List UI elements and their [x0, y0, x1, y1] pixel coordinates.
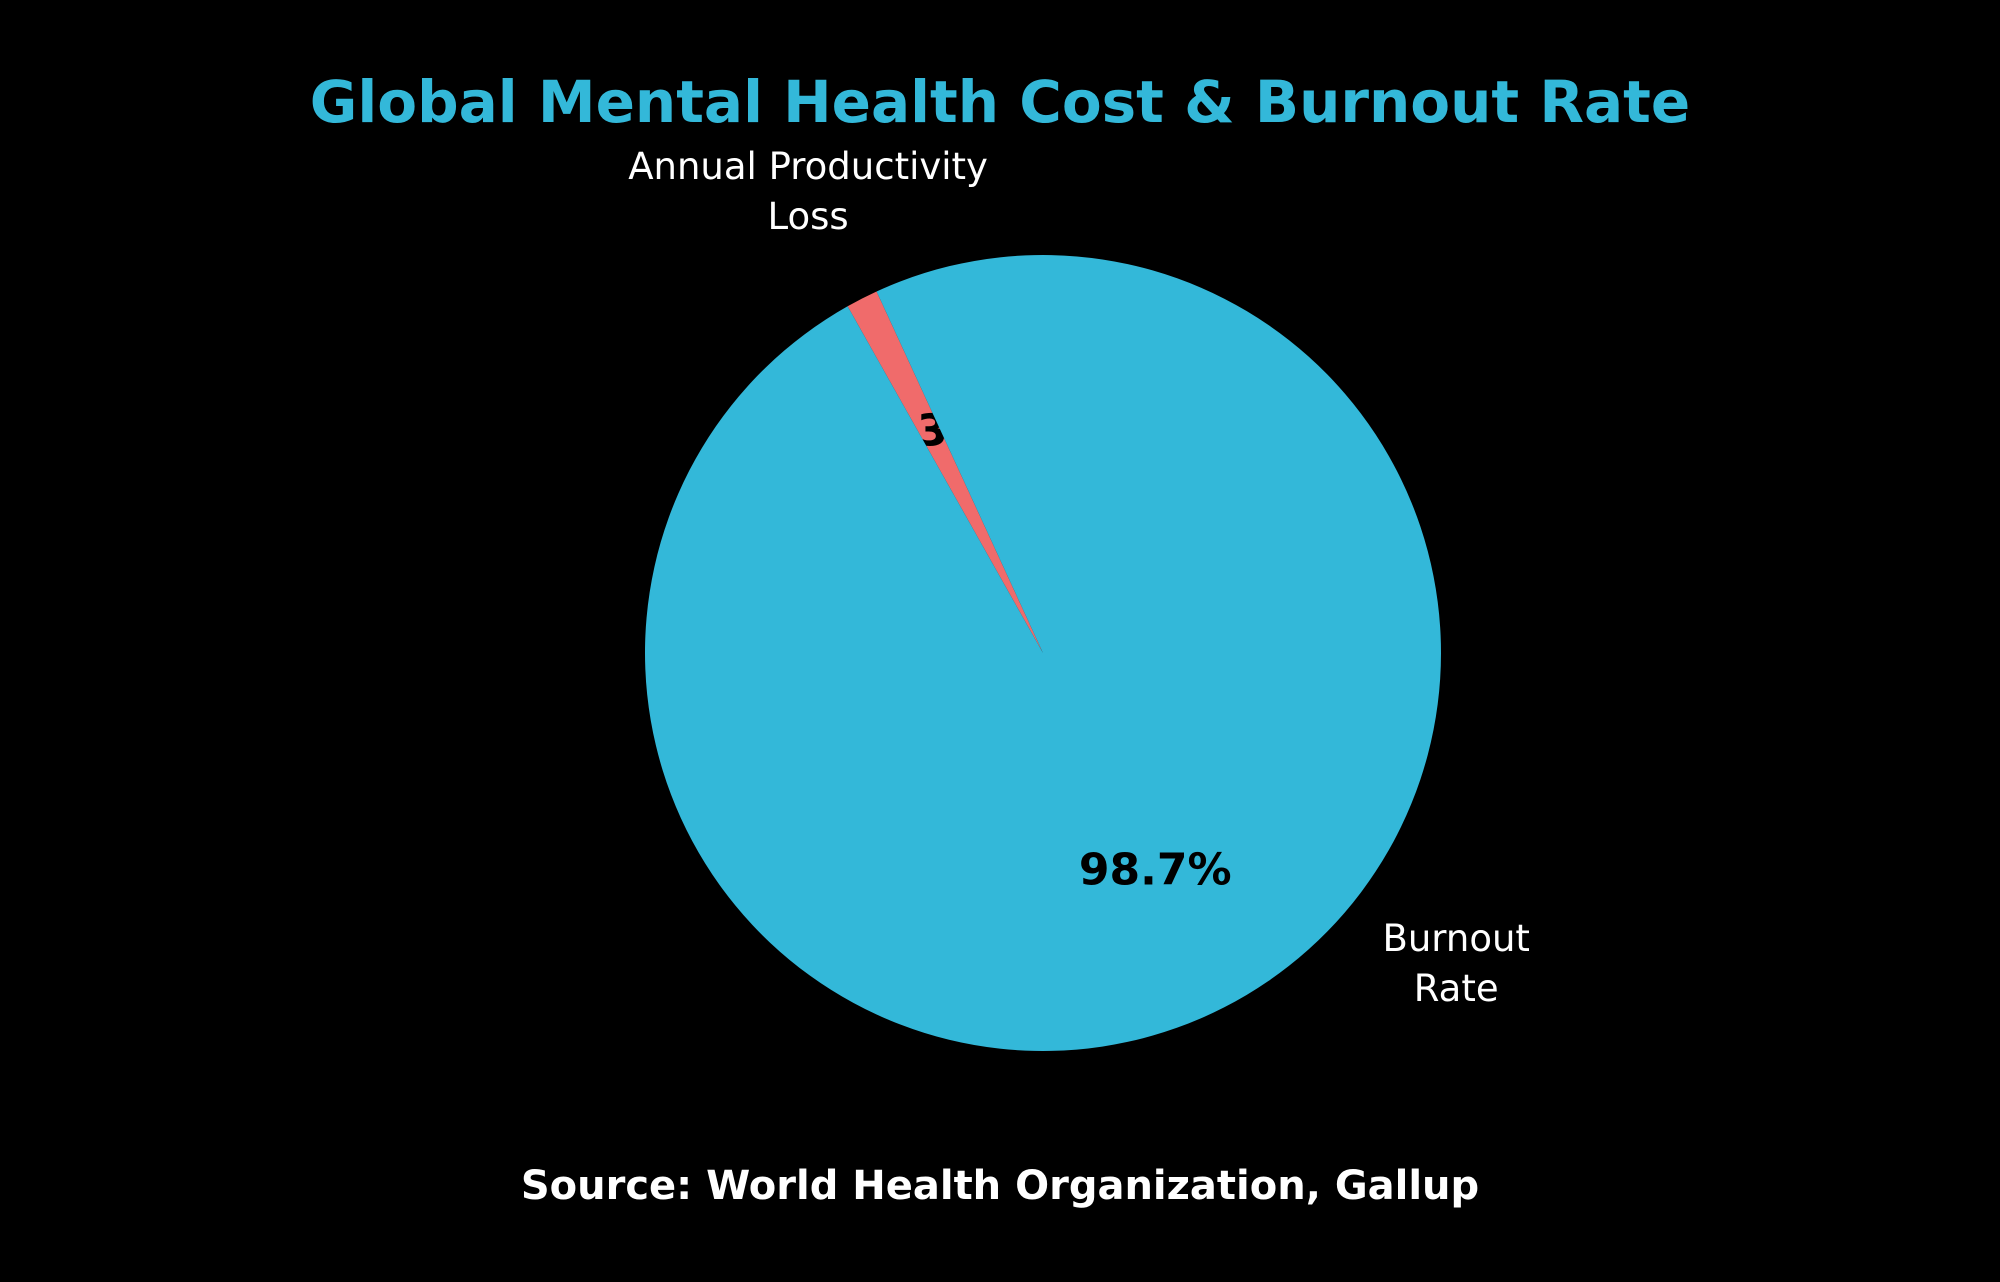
category-label: Annual Productivity Loss — [628, 144, 988, 238]
category-label: Burnout Rate — [1382, 917, 1530, 1011]
value-label: 98.7% — [1079, 845, 1232, 896]
source: Source: World Health Organization, Gallu… — [521, 1163, 1479, 1209]
pie-slice — [847, 291, 1043, 653]
chart-title: Global Mental Health Cost & Burnout Rate — [310, 68, 1690, 136]
pie-slice — [644, 255, 1441, 1052]
